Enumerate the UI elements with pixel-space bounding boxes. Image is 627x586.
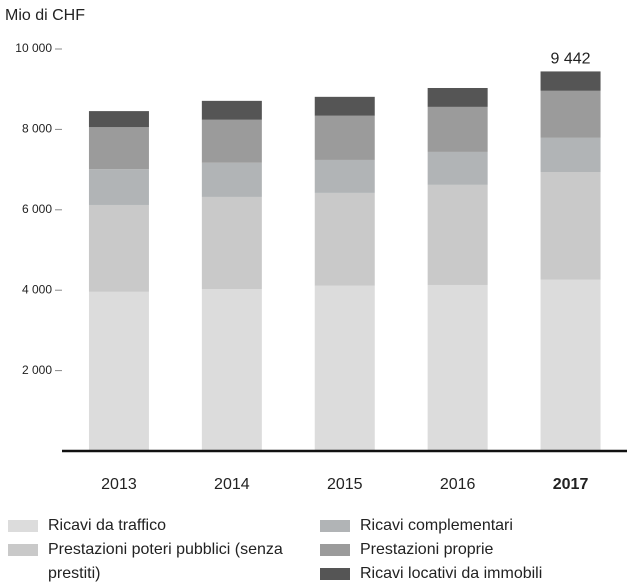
legend-label: Ricavi locativi da immobili bbox=[360, 565, 543, 582]
bar-segment bbox=[88, 204, 149, 292]
bar-segment bbox=[427, 106, 488, 152]
bar-segment bbox=[540, 71, 601, 91]
legend-swatch bbox=[320, 544, 350, 556]
bar-segment bbox=[88, 127, 149, 170]
x-tick-label: 2016 bbox=[440, 476, 476, 493]
x-tick-label: 2017 bbox=[553, 476, 589, 493]
legend-item: Ricavi da traffico bbox=[8, 514, 283, 538]
legend-swatch bbox=[320, 520, 350, 532]
bar-segment bbox=[201, 162, 262, 197]
legend-item: Prestazioni poteri pubblici (senza prest… bbox=[8, 538, 283, 586]
bar-segment bbox=[540, 279, 601, 451]
bar-segment bbox=[201, 196, 262, 289]
legend-label: Prestazioni proprie bbox=[360, 541, 494, 558]
bar-segment bbox=[540, 172, 601, 280]
x-tick-label: 2015 bbox=[327, 476, 363, 493]
legend-swatch bbox=[8, 544, 38, 556]
bar-segment bbox=[201, 288, 262, 451]
bar-segment bbox=[314, 159, 375, 193]
bar-segment bbox=[427, 87, 488, 107]
bar-segment bbox=[88, 169, 149, 205]
bar-segment bbox=[427, 284, 488, 451]
legend-swatch bbox=[320, 568, 350, 580]
bar-segment bbox=[201, 100, 262, 120]
legend-swatch bbox=[8, 520, 38, 532]
bar-segment bbox=[314, 96, 375, 116]
y-tick-label: 8 000 bbox=[22, 122, 52, 136]
y-tick-label: 4 000 bbox=[22, 282, 52, 296]
x-tick-label: 2014 bbox=[214, 476, 250, 493]
bar-segment bbox=[314, 115, 375, 160]
bar-segment bbox=[540, 137, 601, 173]
bar-segment bbox=[314, 192, 375, 286]
bar-segment bbox=[427, 151, 488, 185]
bar-segment bbox=[88, 291, 149, 451]
y-axis-label: Mio di CHF bbox=[5, 7, 85, 24]
chart: Mio di CHF 2 000 4 000 6 000 8 000 10 000 201… bbox=[5, 7, 627, 493]
y-tick-label: 10 000 bbox=[15, 41, 52, 55]
total-label: 9 442 bbox=[551, 51, 591, 68]
legend-item: Ricavi locativi da immobili bbox=[320, 562, 595, 586]
bar-segment bbox=[88, 111, 149, 128]
bar-segment bbox=[201, 119, 262, 163]
y-tick-label: 2 000 bbox=[22, 363, 52, 377]
bar-segment bbox=[314, 285, 375, 451]
x-tick-label: 2013 bbox=[101, 476, 137, 493]
legend-item: Prestazioni proprie bbox=[320, 538, 595, 562]
legend-item: Ricavi complementari bbox=[320, 514, 595, 538]
legend-label: Ricavi da traffico bbox=[48, 517, 166, 534]
bar-segment bbox=[540, 90, 601, 138]
legend-label: Prestazioni poteri pubblici (senza prest… bbox=[48, 541, 283, 582]
legend-label: Ricavi complementari bbox=[360, 517, 513, 534]
bar-segment bbox=[427, 184, 488, 285]
y-tick-label: 6 000 bbox=[22, 202, 52, 216]
